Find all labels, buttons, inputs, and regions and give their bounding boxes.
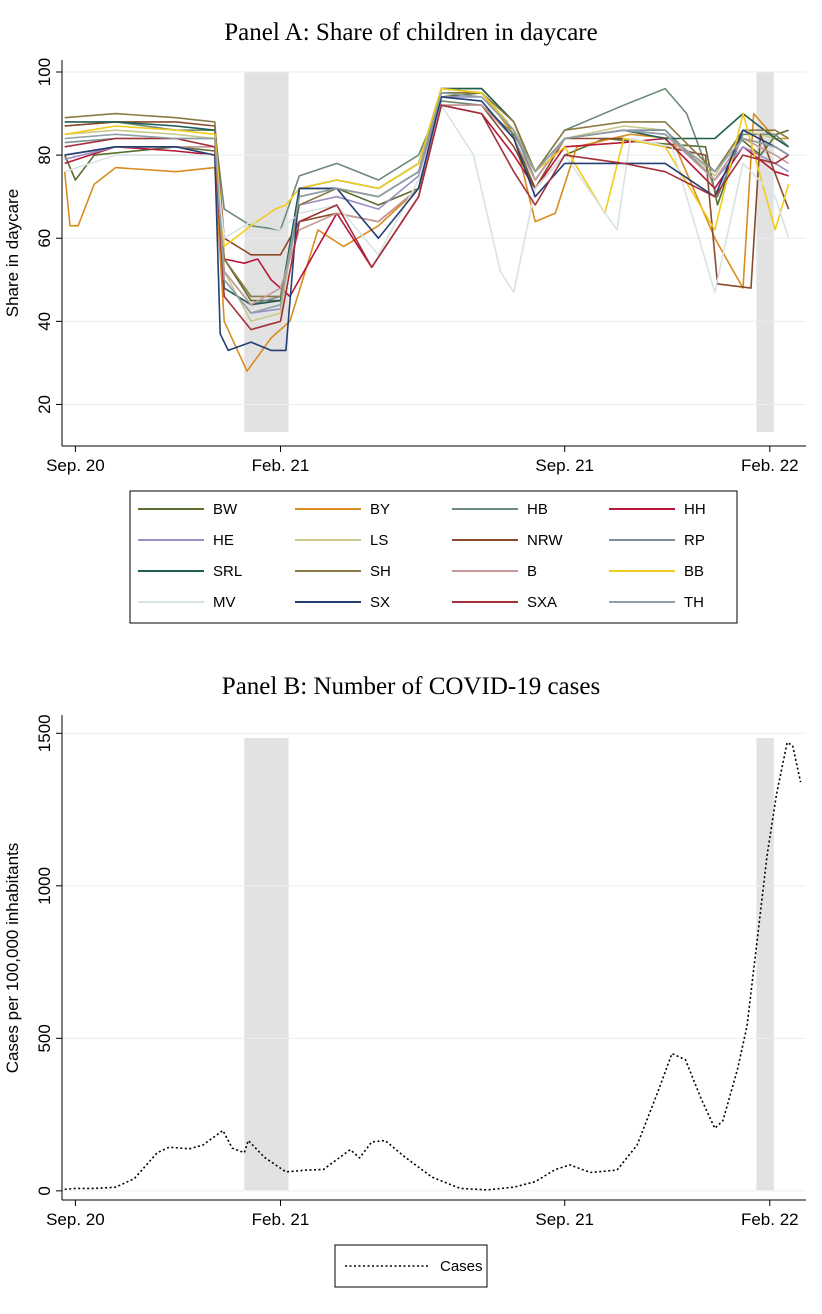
x-tick-label-sep-20: Sep. 20 (46, 456, 105, 475)
panel-a-x-ticks: Sep. 20 Feb. 21 Sep. 21 Feb. 22 (46, 446, 799, 475)
legend-label-bw: BW (213, 501, 238, 518)
series-line-th (64, 92, 790, 314)
legend-label-mv: MV (213, 594, 236, 611)
legend-label-sxa: SXA (527, 594, 557, 611)
panel-b-gridlines (62, 732, 806, 1192)
legend-label-he: HE (213, 532, 234, 549)
legend-label-hb: HB (527, 501, 548, 518)
series-line-rp (64, 92, 790, 306)
series-line-mv (64, 104, 790, 294)
series-line-nrw (64, 104, 790, 289)
panel-a: Panel A: Share of children in daycare 20… (3, 19, 806, 624)
panel-b-shaded-periods (244, 738, 774, 1190)
x-tick-label-feb-22: Feb. 22 (741, 1210, 799, 1229)
panel-b-y-label: Cases per 100,000 inhabitants (3, 843, 22, 1074)
series-line-sxa (64, 104, 790, 331)
legend-label-by: BY (370, 501, 390, 518)
panel-a-y-label: Share in daycare (3, 189, 22, 318)
y-tick-label-500: 500 (35, 1024, 54, 1052)
x-tick-label-feb-22: Feb. 22 (741, 456, 799, 475)
legend-label-nrw: NRW (527, 532, 563, 549)
legend-label-srl: SRL (213, 563, 242, 580)
x-tick-label-sep-21: Sep. 21 (535, 456, 594, 475)
y-tick-label-1500: 1500 (35, 714, 54, 752)
series-line-bw (63, 92, 789, 302)
y-tick-label-0: 0 (35, 1186, 54, 1195)
panel-a-title: Panel A: Share of children in daycare (224, 19, 597, 46)
legend-label-sh: SH (370, 563, 391, 580)
panel-b-title: Panel B: Number of COVID-19 cases (222, 673, 600, 700)
legend-label-b: B (527, 563, 537, 580)
series-line-sh (64, 92, 790, 298)
panel-b-y-ticks: 0 500 1000 1500 (35, 714, 62, 1196)
y-tick-label-60: 60 (35, 229, 54, 248)
x-tick-label-feb-21: Feb. 21 (252, 456, 310, 475)
series-line-cases (64, 741, 802, 1191)
legend-label-cases: Cases (440, 1258, 483, 1275)
panel-a-series-lines (63, 87, 790, 373)
y-tick-label-40: 40 (35, 312, 54, 331)
legend-label-ls: LS (370, 532, 388, 549)
legend-label-hh: HH (684, 501, 706, 518)
legend-label-sx: SX (370, 594, 390, 611)
panel-a-y-ticks: 20 40 60 80 100 (35, 58, 62, 414)
x-tick-label-feb-21: Feb. 21 (252, 1210, 310, 1229)
legend-label-rp: RP (684, 532, 705, 549)
legend-label-th: TH (684, 594, 704, 611)
series-line-ls (64, 87, 790, 323)
series-line-sx (64, 96, 790, 352)
series-line-srl (64, 87, 790, 306)
series-line-by (63, 87, 789, 373)
shaded-period-1 (244, 738, 289, 1190)
panel-b-series-lines (64, 741, 802, 1191)
series-line-hb (64, 87, 790, 231)
x-tick-label-sep-20: Sep. 20 (46, 1210, 105, 1229)
panel-b: Panel B: Number of COVID-19 cases 0 500 10… (3, 673, 806, 1288)
panel-b-legend: Cases (345, 1258, 483, 1275)
legend-label-bb: BB (684, 563, 704, 580)
panel-b-x-ticks: Sep. 20 Feb. 21 Sep. 21 Feb. 22 (46, 1200, 799, 1229)
shaded-period-2 (756, 738, 774, 1190)
x-tick-label-sep-21: Sep. 21 (535, 1210, 594, 1229)
y-tick-label-20: 20 (35, 395, 54, 414)
y-tick-label-100: 100 (35, 58, 54, 86)
y-tick-label-1000: 1000 (35, 867, 54, 905)
y-tick-label-80: 80 (35, 146, 54, 165)
